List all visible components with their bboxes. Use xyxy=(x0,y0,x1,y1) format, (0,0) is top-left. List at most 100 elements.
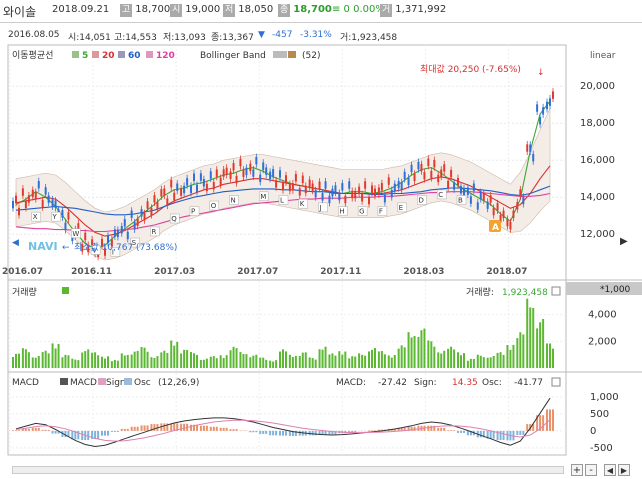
candle-body xyxy=(308,179,311,187)
candle-body xyxy=(67,212,70,220)
candle-body xyxy=(294,174,297,182)
osc-bar xyxy=(91,430,94,440)
volume-title: 거래량 xyxy=(12,286,37,298)
volume-bar xyxy=(259,357,262,368)
volume-bar xyxy=(341,354,344,368)
marker-a-box[interactable] xyxy=(489,220,501,232)
volume-bar xyxy=(393,354,396,368)
volume-bar xyxy=(57,343,60,368)
candle-body xyxy=(457,178,459,186)
legend-ma60-box[interactable] xyxy=(118,51,125,58)
letter-marker-box xyxy=(51,211,61,222)
candle-body xyxy=(196,184,198,193)
candle-body xyxy=(496,203,499,211)
volume-bar xyxy=(249,357,252,368)
candle-body xyxy=(51,199,54,207)
legend-ma120-box[interactable] xyxy=(146,51,153,58)
volume-bar xyxy=(492,356,495,368)
candle-body xyxy=(205,183,208,192)
macd-panel-close[interactable] xyxy=(551,377,561,387)
candle-body xyxy=(285,175,287,183)
legend-bollinger-swatch-2[interactable] xyxy=(288,51,296,58)
legend-bollinger-swatch[interactable] xyxy=(273,51,287,58)
candle-body xyxy=(140,209,143,217)
osc-bar xyxy=(397,427,400,431)
legend-ma20-box[interactable] xyxy=(92,51,99,58)
volume-bar xyxy=(476,354,479,368)
candle-body xyxy=(31,189,34,198)
candle-body xyxy=(476,202,479,210)
volume-bar xyxy=(87,349,90,368)
candle-body xyxy=(183,185,186,194)
osc-bar xyxy=(536,415,539,431)
candle-body xyxy=(160,189,163,197)
zoom-out-button[interactable]: - xyxy=(585,464,597,476)
volume-bar xyxy=(479,355,482,368)
scale-label[interactable]: linear xyxy=(590,51,616,61)
signal-legend-box[interactable] xyxy=(98,378,106,385)
letter-marker: L xyxy=(280,196,284,204)
volume-legend-box[interactable] xyxy=(62,287,69,294)
osc-bar xyxy=(430,425,433,431)
zoom-in-button[interactable]: + xyxy=(571,464,583,476)
volume-bar xyxy=(64,354,67,368)
close-badge: 종 xyxy=(278,4,291,17)
osc-bar xyxy=(413,426,416,431)
volume-bar xyxy=(136,350,139,368)
osc-bar xyxy=(153,424,156,431)
legend-ma5-box[interactable] xyxy=(72,51,79,58)
candle-body xyxy=(24,200,27,209)
candle-body xyxy=(215,169,218,177)
candle-body xyxy=(44,187,47,195)
osc-legend-box[interactable] xyxy=(124,378,132,385)
macd-tick-label: -500 xyxy=(590,443,613,454)
letter-marker-box xyxy=(417,195,427,205)
osc-bar xyxy=(282,430,284,436)
volume-bar xyxy=(344,351,347,368)
volume-bar xyxy=(143,347,146,368)
candle-body xyxy=(163,188,166,196)
volume-label: 거래량: xyxy=(466,286,494,298)
candle-body xyxy=(279,170,281,178)
stock-name[interactable]: 와이솔 xyxy=(3,5,37,19)
osc-bar xyxy=(130,426,133,431)
volume-bar xyxy=(433,346,436,368)
letter-marker: J xyxy=(319,204,322,212)
date-x-axis: 2016.07 2016.11 2017.03 2017.07 2017.11 2018.… xyxy=(2,267,527,277)
volume-bar xyxy=(183,349,186,368)
right-scroll-arrow-icon[interactable]: ▶ xyxy=(620,236,628,247)
macd-legend-box[interactable] xyxy=(60,378,68,385)
volume-panel-close[interactable] xyxy=(551,286,561,296)
osc-bar xyxy=(133,426,136,431)
osc-bar xyxy=(27,428,30,431)
candle-body xyxy=(450,169,453,178)
info-date: 2016.08.05 xyxy=(8,30,60,40)
osc-bar xyxy=(294,430,297,436)
volume-bar xyxy=(328,354,331,368)
candle-body xyxy=(304,185,307,194)
volume-bar xyxy=(212,356,215,368)
high-badge: 고 xyxy=(120,4,133,17)
scroll-left-button[interactable]: ◀ xyxy=(604,464,616,476)
volume-bar xyxy=(252,355,255,368)
volume-bar xyxy=(153,357,156,368)
letter-marker: C xyxy=(438,191,443,199)
candle-body xyxy=(252,169,255,177)
left-scroll-arrow-icon[interactable]: ◀ xyxy=(12,238,19,248)
candle-body xyxy=(84,232,87,241)
volume-bar xyxy=(282,349,284,368)
candle-body xyxy=(12,200,14,209)
macd-grid xyxy=(8,396,566,449)
osc-bar xyxy=(229,429,232,431)
legend-bollinger: Bollinger Band xyxy=(200,51,266,61)
candle-body xyxy=(460,186,462,194)
scroll-right-button[interactable]: ▶ xyxy=(618,464,630,476)
volume-bar xyxy=(407,332,410,368)
candle-body xyxy=(526,144,529,152)
horizontal-scrollbar[interactable] xyxy=(12,466,564,474)
candle-body xyxy=(364,181,367,189)
candle-body xyxy=(536,104,539,112)
osc-bar xyxy=(460,430,462,433)
osc-bar xyxy=(57,430,60,434)
